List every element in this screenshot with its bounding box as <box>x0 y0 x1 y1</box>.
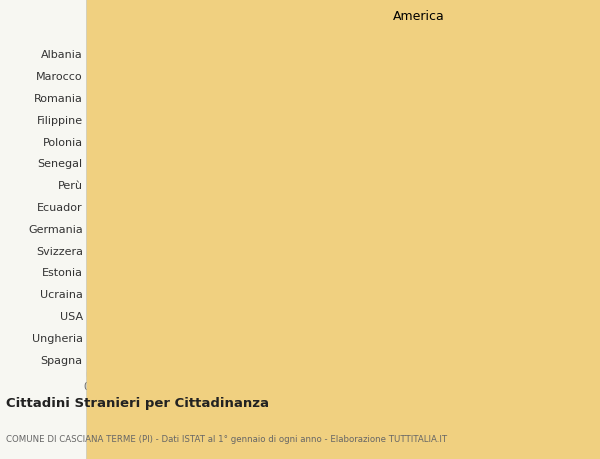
Bar <box>87 243 106 257</box>
Bar <box>87 308 96 322</box>
Text: 1,6%: 1,6% <box>110 180 137 190</box>
Bar <box>87 286 96 301</box>
Text: 0,8%: 0,8% <box>101 310 127 320</box>
Text: 1,6%: 1,6% <box>110 223 137 233</box>
Bar <box>87 156 115 170</box>
Text: 2,4%: 2,4% <box>119 158 146 168</box>
Bar <box>87 330 96 344</box>
Text: 4,8%: 4,8% <box>147 115 173 124</box>
Text: 2,4%: 2,4% <box>119 136 146 146</box>
Bar <box>87 69 427 83</box>
Bar <box>87 200 106 213</box>
Bar <box>87 91 206 105</box>
Text: Cittadini Stranieri per Cittadinanza: Cittadini Stranieri per Cittadinanza <box>6 396 269 409</box>
Bar <box>87 265 106 279</box>
Text: 0,8%: 0,8% <box>101 289 127 298</box>
Bar <box>87 178 106 192</box>
Text: 0,8%: 0,8% <box>101 354 127 364</box>
Bar <box>87 352 96 366</box>
Text: 1,6%: 1,6% <box>110 267 137 277</box>
Text: COMUNE DI CASCIANA TERME (PI) - Dati ISTAT al 1° gennaio di ogni anno - Elaboraz: COMUNE DI CASCIANA TERME (PI) - Dati IST… <box>6 434 447 442</box>
Bar <box>87 221 106 235</box>
Text: 10,3%: 10,3% <box>211 93 244 103</box>
Bar <box>87 47 527 62</box>
Text: 1,6%: 1,6% <box>110 245 137 255</box>
Bar <box>87 112 142 127</box>
Text: 1,6%: 1,6% <box>110 202 137 212</box>
Text: 38,1%: 38,1% <box>532 50 565 59</box>
Text: 0,8%: 0,8% <box>101 332 127 342</box>
Legend: Europa, Africa, Asia, America: Europa, Africa, Asia, America <box>191 10 445 22</box>
Bar <box>87 134 115 148</box>
Text: 29,4%: 29,4% <box>431 71 464 81</box>
